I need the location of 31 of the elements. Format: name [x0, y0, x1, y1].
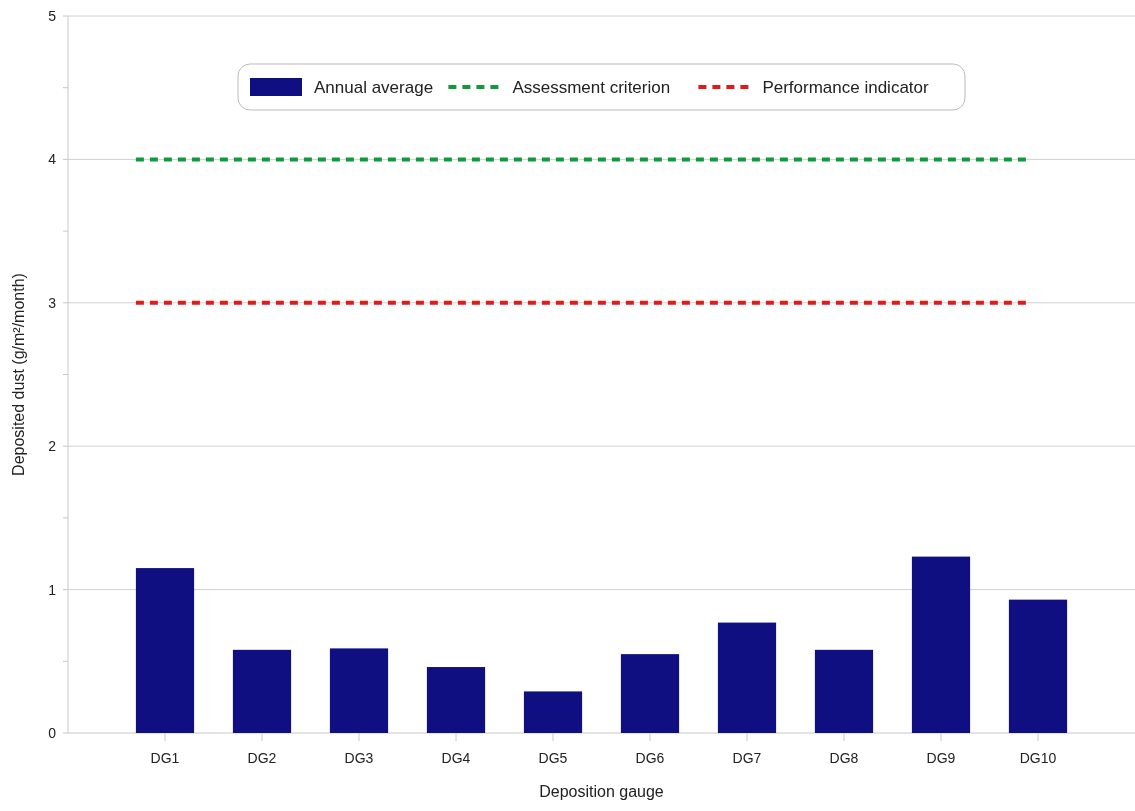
- x-tick-label: DG7: [732, 750, 762, 766]
- x-tick-label: DG6: [635, 750, 665, 766]
- y-tick-label: 4: [48, 151, 57, 168]
- legend-label: Annual average: [314, 77, 434, 97]
- y-tick-label: 3: [48, 294, 57, 311]
- x-tick-label: DG3: [344, 750, 374, 766]
- y-tick-label: 0: [48, 724, 57, 741]
- x-tick-label: DG4: [441, 750, 471, 766]
- bar: [135, 568, 195, 733]
- x-axis-title: Deposition gauge: [539, 783, 664, 800]
- legend-label: Performance indicator: [762, 77, 930, 97]
- legend-label: Assessment criterion: [512, 77, 671, 97]
- y-tick-label: 1: [48, 581, 57, 598]
- bar: [523, 691, 583, 733]
- bar: [426, 667, 486, 733]
- bar: [1008, 599, 1068, 733]
- bar: [620, 654, 680, 733]
- bar: [232, 649, 292, 733]
- x-tick-label: DG1: [150, 750, 180, 766]
- y-tick-label: 2: [48, 438, 57, 455]
- x-tick-label: DG9: [926, 750, 956, 766]
- bar: [814, 649, 874, 733]
- x-tick-label: DG5: [538, 750, 568, 766]
- bar: [329, 648, 389, 733]
- bar: [717, 622, 777, 733]
- bar: [911, 556, 971, 733]
- y-tick-label: 5: [48, 7, 57, 24]
- x-tick-label: DG2: [247, 750, 277, 766]
- x-tick-label: DG10: [1019, 750, 1057, 766]
- y-axis-title: Deposited dust (g/m²/month): [10, 273, 27, 476]
- x-tick-label: DG8: [829, 750, 859, 766]
